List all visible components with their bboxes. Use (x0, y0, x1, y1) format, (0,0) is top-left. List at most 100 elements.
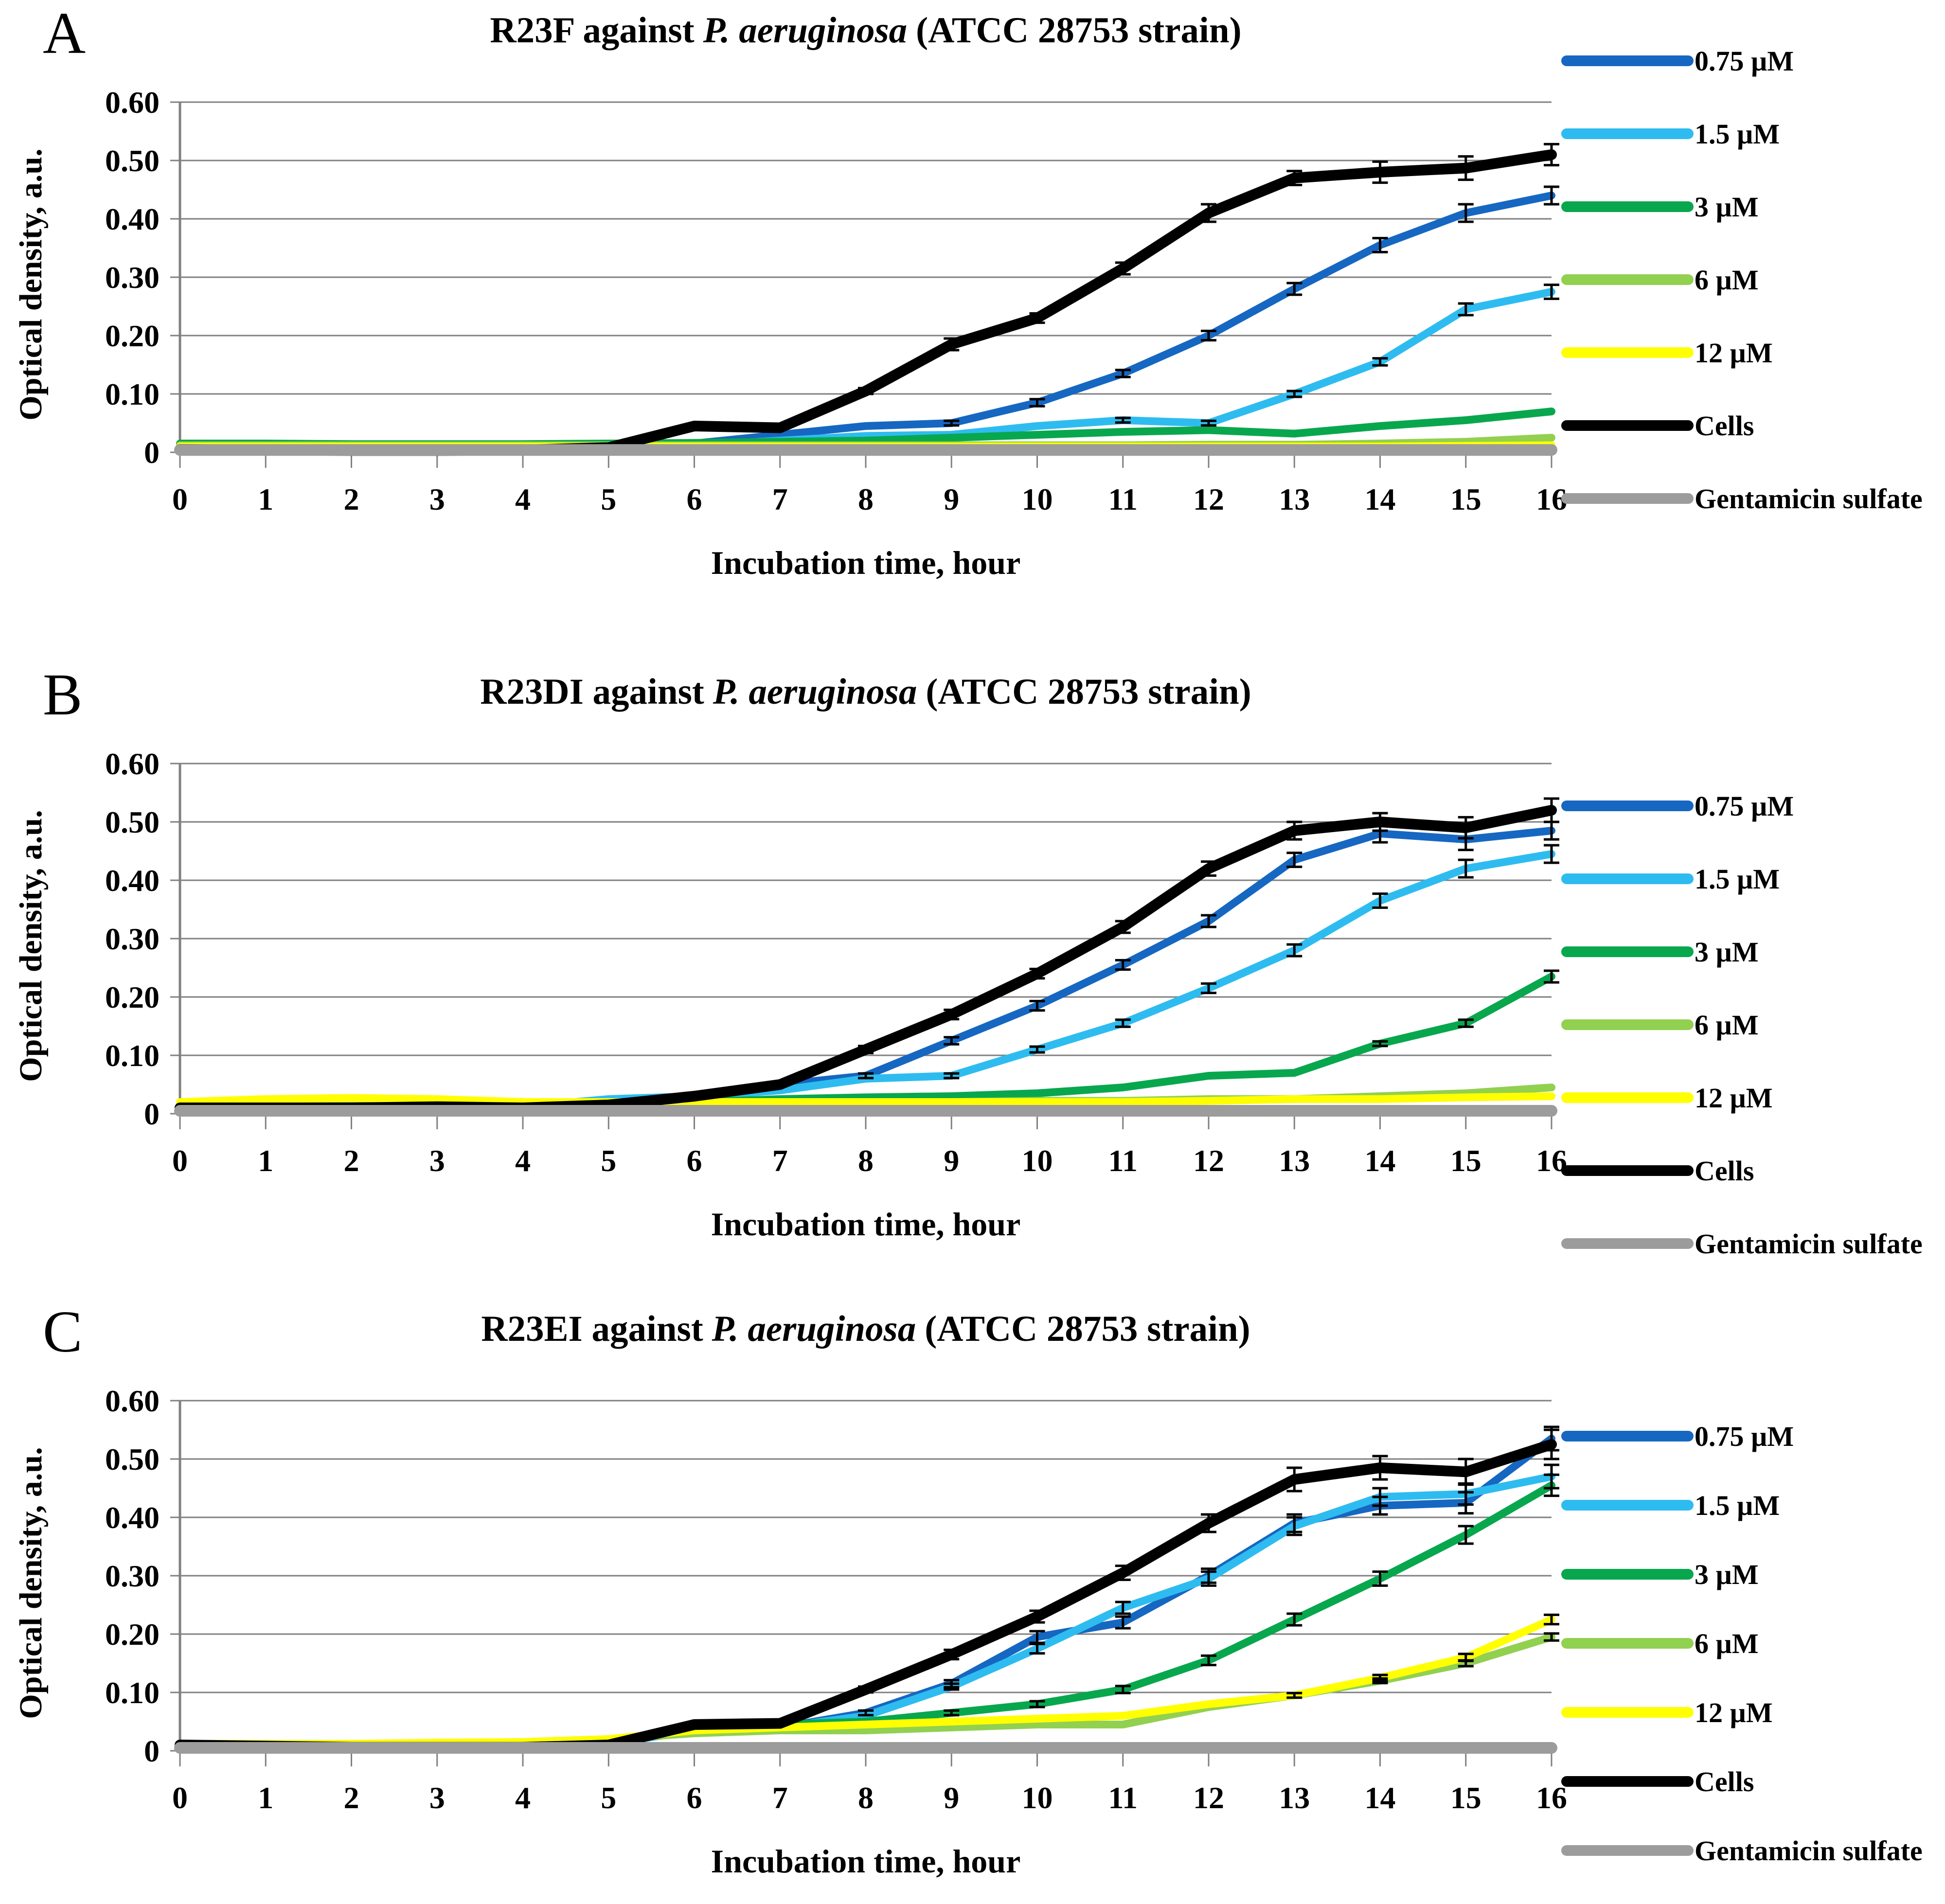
chart-title-suffix: (ATCC 28753 strain) (916, 10, 1242, 51)
svg-text:0.40: 0.40 (105, 202, 160, 236)
svg-text:13: 13 (1279, 482, 1310, 516)
svg-text:0.20: 0.20 (105, 319, 160, 353)
legend-label: 6 µM (1695, 1009, 1759, 1041)
legend-label: 0.75 µM (1695, 1420, 1794, 1452)
y-axis-label: Optical density, a.u. (13, 148, 49, 421)
svg-text:1: 1 (258, 1143, 273, 1178)
svg-text:0: 0 (172, 1143, 188, 1178)
legend-entry-15-um: 1.5 µM (1561, 97, 1923, 170)
legend-line-15-um (1561, 1500, 1694, 1511)
svg-text:15: 15 (1450, 1780, 1481, 1815)
svg-text:2: 2 (344, 1780, 359, 1815)
svg-text:13: 13 (1279, 1143, 1310, 1178)
legend-line-15-um (1561, 873, 1694, 884)
legend-line-6-um (1561, 274, 1694, 285)
legend-entry-075-um: 0.75 µM (1561, 24, 1923, 97)
legend-entry-15-um: 1.5 µM (1561, 842, 1923, 915)
chart-title: R23EI against P. aeruginosa (ATCC 28753 st… (180, 1308, 1552, 1350)
legend-label: 0.75 µM (1695, 790, 1794, 822)
svg-text:14: 14 (1365, 1780, 1396, 1815)
panel-b: B R23DI against P. aeruginosa (ATCC 28753 … (0, 661, 1945, 1299)
legend-label: Cells (1695, 409, 1754, 442)
svg-text:1: 1 (258, 1780, 273, 1815)
svg-text:10: 10 (1022, 482, 1053, 516)
svg-text:3: 3 (429, 482, 445, 516)
svg-text:2: 2 (344, 482, 359, 516)
legend-entry-075-um: 0.75 µM (1561, 1402, 1923, 1471)
svg-text:0.40: 0.40 (105, 1500, 160, 1535)
legend-label: Gentamicin sulfate (1695, 1834, 1923, 1867)
svg-text:2: 2 (344, 1143, 359, 1178)
svg-text:0.60: 0.60 (105, 747, 160, 781)
legend-label: Gentamicin sulfate (1695, 482, 1923, 515)
legend-entry-12-um: 12 µM (1561, 316, 1923, 389)
svg-text:0: 0 (172, 1780, 188, 1815)
legend: 0.75 µM 1.5 µM 3 µM 6 µM 12 µM Cells Gen… (1561, 24, 1923, 535)
legend-line-075-um (1561, 1431, 1694, 1441)
legend-line-075-um (1561, 801, 1694, 811)
legend-line-3-um (1561, 201, 1694, 212)
svg-text:16: 16 (1536, 1780, 1566, 1815)
legend-label: 0.75 µM (1695, 45, 1794, 77)
legend-line-3-um (1561, 946, 1694, 957)
legend: 0.75 µM 1.5 µM 3 µM 6 µM 12 µM Cells Gen… (1561, 1402, 1923, 1885)
legend-line-15-um (1561, 128, 1694, 139)
legend-line-6-um (1561, 1019, 1694, 1030)
panel-letter: A (43, 0, 86, 66)
y-axis-label: Optical density, a.u. (13, 810, 49, 1082)
svg-text:0: 0 (144, 435, 160, 470)
svg-text:0.50: 0.50 (105, 805, 160, 839)
panel-letter: B (43, 662, 83, 728)
svg-text:0: 0 (144, 1097, 160, 1131)
svg-text:9: 9 (944, 482, 959, 516)
legend-line-gentamicin (1561, 493, 1694, 504)
svg-text:12: 12 (1193, 1143, 1224, 1178)
chart-title-prefix: R23F against (490, 10, 695, 51)
svg-text:1: 1 (258, 482, 273, 516)
legend-label: 3 µM (1695, 936, 1759, 968)
svg-text:0.60: 0.60 (105, 1384, 160, 1418)
svg-text:11: 11 (1108, 1143, 1138, 1178)
panel-c: C R23EI against P. aeruginosa (ATCC 28753 … (0, 1299, 1945, 1897)
legend-label: Cells (1695, 1155, 1754, 1187)
svg-text:13: 13 (1279, 1780, 1310, 1815)
svg-text:0.60: 0.60 (105, 85, 160, 120)
legend-line-12-um (1561, 1092, 1694, 1103)
chart-title: R23F against P. aeruginosa (ATCC 28753 str… (180, 10, 1552, 52)
legend-entry-cells: Cells (1561, 1747, 1923, 1816)
legend-label: 1.5 µM (1695, 1489, 1780, 1521)
legend-entry-3-um: 3 µM (1561, 170, 1923, 243)
legend-line-6-um (1561, 1638, 1694, 1649)
svg-text:0.30: 0.30 (105, 260, 160, 295)
legend-entry-3-um: 3 µM (1561, 1540, 1923, 1609)
svg-text:5: 5 (601, 1780, 616, 1815)
svg-text:0: 0 (172, 482, 188, 516)
svg-text:0.40: 0.40 (105, 863, 160, 898)
svg-text:10: 10 (1022, 1143, 1053, 1178)
svg-text:16: 16 (1536, 482, 1566, 516)
svg-text:4: 4 (515, 1780, 531, 1815)
svg-text:5: 5 (601, 1143, 616, 1178)
svg-text:8: 8 (858, 1780, 874, 1815)
legend-entry-6-um: 6 µM (1561, 1609, 1923, 1678)
svg-text:11: 11 (1108, 482, 1138, 516)
legend-label: 1.5 µM (1695, 863, 1780, 895)
legend-line-cells (1561, 1165, 1694, 1176)
legend-line-3-um (1561, 1569, 1694, 1580)
svg-text:9: 9 (944, 1780, 959, 1815)
legend-entry-6-um: 6 µM (1561, 243, 1923, 316)
svg-text:4: 4 (515, 1143, 531, 1178)
legend-entry-cells: Cells (1561, 389, 1923, 462)
y-axis-label: Optical density, a.u. (13, 1447, 49, 1719)
legend-label: Gentamicin sulfate (1695, 1228, 1923, 1260)
x-axis-label: Incubation time, hour (711, 1206, 1021, 1243)
legend-line-12-um (1561, 347, 1694, 358)
svg-text:0: 0 (144, 1734, 160, 1768)
svg-text:9: 9 (944, 1143, 959, 1178)
legend-entry-12-um: 12 µM (1561, 1061, 1923, 1134)
legend-label: Cells (1695, 1765, 1754, 1797)
svg-text:11: 11 (1108, 1780, 1138, 1815)
svg-text:5: 5 (601, 482, 616, 516)
